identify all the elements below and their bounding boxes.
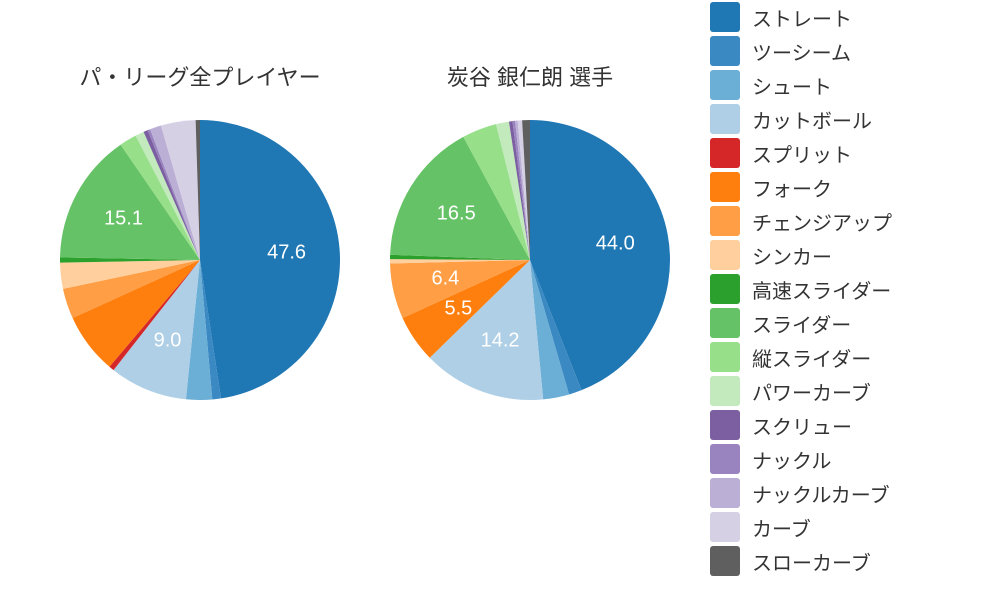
legend-item-slow_curve: スローカーブ (710, 544, 990, 578)
legend-item-knuckle_curve: ナックルカーブ (710, 476, 990, 510)
legend-item-curve: カーブ (710, 510, 990, 544)
legend-label-slider: スライダー (752, 309, 851, 338)
legend-label-cutball: カットボール (752, 105, 872, 134)
legend: ストレートツーシームシュートカットボールスプリットフォークチェンジアップシンカー… (705, 0, 990, 578)
legend-swatch-slider (710, 308, 740, 338)
legend-item-fast_slider: 高速スライダー (710, 272, 990, 306)
pie-svg (60, 120, 340, 400)
legend-swatch-knuckle_curve (710, 478, 740, 508)
legend-label-v_slider: 縦スライダー (752, 343, 871, 372)
legend-label-knuckle_curve: ナックルカーブ (752, 479, 890, 508)
legend-item-v_slider: 縦スライダー (710, 340, 990, 374)
legend-label-knuckle: ナックル (752, 445, 831, 474)
legend-swatch-slow_curve (710, 546, 740, 576)
legend-item-knuckle: ナックル (710, 442, 990, 476)
legend-swatch-fast_slider (710, 274, 740, 304)
legend-label-screw: スクリュー (752, 411, 852, 440)
legend-swatch-sinker (710, 240, 740, 270)
legend-swatch-knuckle (710, 444, 740, 474)
legend-swatch-v_slider (710, 342, 740, 372)
legend-item-power_curve: パワーカーブ (710, 374, 990, 408)
legend-swatch-fork (710, 172, 740, 202)
legend-label-power_curve: パワーカーブ (752, 377, 871, 406)
legend-item-twoseam: ツーシーム (710, 34, 990, 68)
legend-label-twoseam: ツーシーム (752, 37, 851, 66)
legend-label-changeup: チェンジアップ (752, 207, 892, 236)
legend-item-fork: フォーク (710, 170, 990, 204)
legend-swatch-straight (710, 2, 740, 32)
chart-stage: パ・リーグ全プレイヤー 47.69.015.1 炭谷 銀仁朗 選手 44.014… (0, 0, 1000, 600)
pie-svg (390, 120, 670, 400)
legend-swatch-split (710, 138, 740, 168)
legend-swatch-shoot (710, 70, 740, 100)
legend-label-sinker: シンカー (752, 241, 832, 270)
legend-label-shoot: シュート (752, 71, 832, 100)
pie-player-chart: 44.014.25.56.416.5 (390, 120, 670, 400)
legend-label-fork: フォーク (752, 173, 832, 202)
legend-label-curve: カーブ (752, 513, 811, 542)
legend-swatch-twoseam (710, 36, 740, 66)
legend-item-sinker: シンカー (710, 238, 990, 272)
legend-item-straight: ストレート (710, 0, 990, 34)
legend-swatch-screw (710, 410, 740, 440)
pie-league-chart: 47.69.015.1 (60, 120, 340, 400)
legend-label-fast_slider: 高速スライダー (752, 275, 891, 304)
legend-item-slider: スライダー (710, 306, 990, 340)
legend-item-cutball: カットボール (710, 102, 990, 136)
legend-swatch-curve (710, 512, 740, 542)
pie-player-title: 炭谷 銀仁朗 選手 (370, 60, 690, 92)
legend-swatch-cutball (710, 104, 740, 134)
legend-item-shoot: シュート (710, 68, 990, 102)
legend-item-split: スプリット (710, 136, 990, 170)
legend-swatch-changeup (710, 206, 740, 236)
legend-swatch-power_curve (710, 376, 740, 406)
legend-item-screw: スクリュー (710, 408, 990, 442)
legend-label-split: スプリット (752, 139, 852, 168)
pie-league-title: パ・リーグ全プレイヤー (40, 60, 360, 92)
pie-slice-straight (200, 120, 340, 398)
legend-label-slow_curve: スローカーブ (752, 547, 871, 576)
legend-label-straight: ストレート (752, 3, 852, 32)
legend-item-changeup: チェンジアップ (710, 204, 990, 238)
